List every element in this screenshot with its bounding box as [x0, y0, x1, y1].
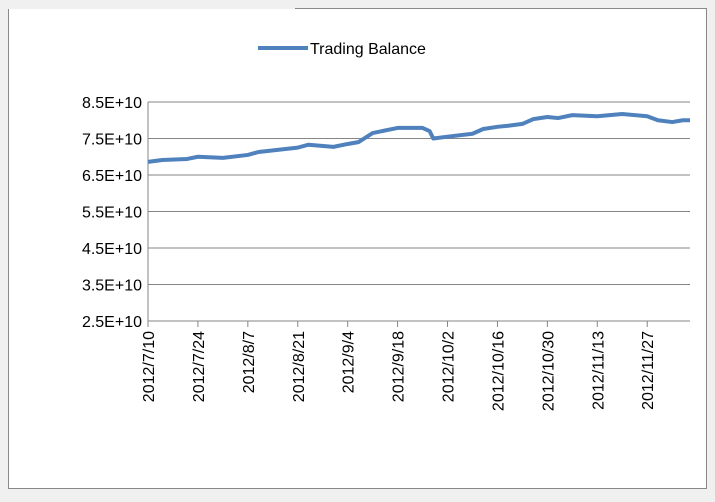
- x-tick-label: 2012/9/18: [391, 331, 408, 402]
- y-tick-label: 7.5E+10: [82, 132, 142, 149]
- y-tick-label: 6.5E+10: [82, 168, 142, 185]
- x-tick-label: 2012/8/7: [241, 331, 258, 393]
- data-line: [147, 112, 690, 164]
- y-tick-label: 4.5E+10: [82, 241, 142, 258]
- y-tick-label: 2.5E+10: [82, 314, 142, 331]
- x-tick-label: 2012/7/24: [191, 331, 208, 402]
- x-tick-label: 2012/10/16: [490, 331, 507, 411]
- y-tick-label: 5.5E+10: [82, 205, 142, 222]
- y-tick-label: 8.5E+10: [82, 95, 142, 112]
- x-tick-label: 2012/7/10: [141, 331, 158, 402]
- legend-label: Trading Balance: [310, 41, 426, 58]
- x-tick-label: 2012/11/27: [640, 331, 657, 410]
- x-tick-label: 2012/8/21: [291, 331, 308, 402]
- x-tick-label: 2012/9/4: [341, 331, 358, 393]
- x-tick-label: 2012/10/30: [540, 331, 557, 411]
- x-tick-label: 2012/10/2: [441, 331, 458, 402]
- x-tick-label: 2012/11/13: [590, 331, 607, 410]
- y-tick-label: 3.5E+10: [82, 278, 142, 295]
- tab: [1, 1, 295, 9]
